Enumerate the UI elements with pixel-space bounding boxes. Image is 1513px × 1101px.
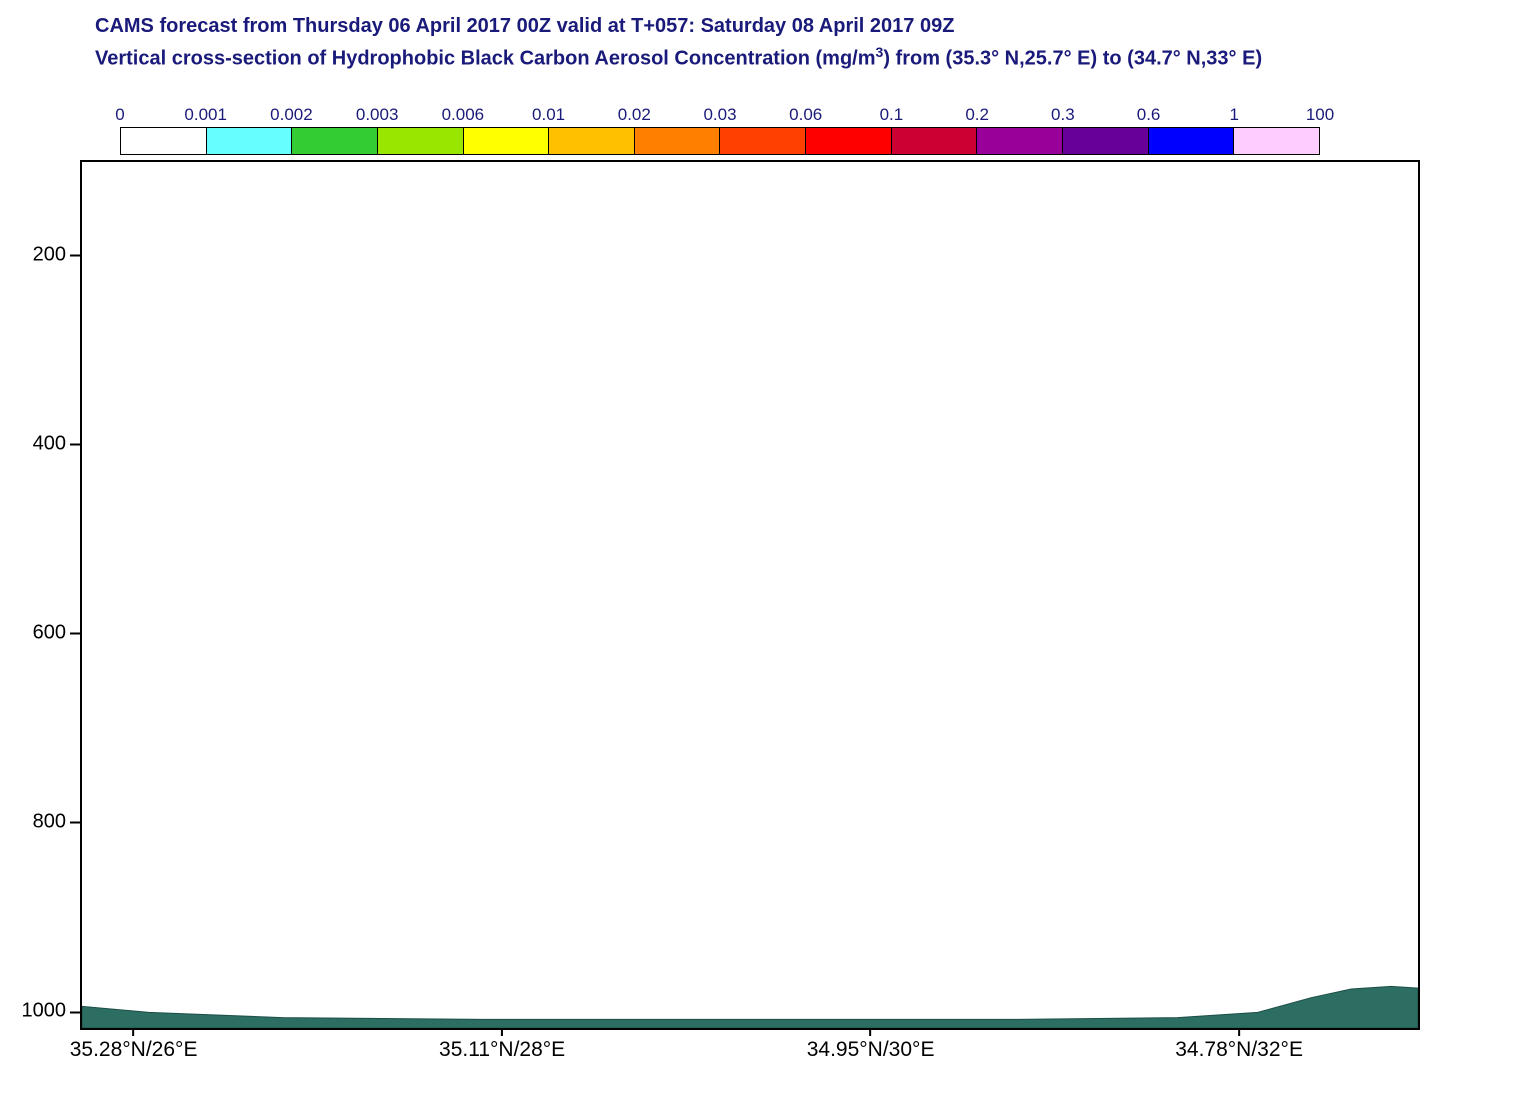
plot-area — [80, 160, 1420, 1030]
colorbar-tick-label: 0.6 — [1137, 105, 1161, 125]
colorbar-tick-label: 0.3 — [1051, 105, 1075, 125]
colorbar-tick-label: 0.06 — [789, 105, 822, 125]
x-tick: 35.11°N/28°E — [439, 1038, 565, 1062]
x-tick: 34.95°N/30°E — [807, 1038, 935, 1062]
chart-container: CAMS forecast from Thursday 06 April 201… — [0, 0, 1513, 1101]
y-tick: 800 — [33, 810, 66, 833]
colorbar-swatch — [121, 128, 207, 154]
colorbar-swatches — [120, 127, 1320, 155]
title-line-1: CAMS forecast from Thursday 06 April 201… — [95, 15, 1262, 38]
colorbar-swatch — [892, 128, 978, 154]
colorbar-tick-label: 0.003 — [356, 105, 399, 125]
colorbar-swatch — [720, 128, 806, 154]
colorbar-tick-label: 0.002 — [270, 105, 313, 125]
x-tick: 34.78°N/32°E — [1175, 1038, 1303, 1062]
colorbar-tick-label: 0.001 — [184, 105, 227, 125]
y-tick: 1000 — [22, 1000, 67, 1023]
chart-title: CAMS forecast from Thursday 06 April 201… — [95, 15, 1262, 71]
colorbar-swatch — [1149, 128, 1235, 154]
colorbar-tick-label: 0.006 — [442, 105, 485, 125]
y-axis-ticks: 200 400 600 800 1000 — [0, 160, 80, 1030]
colorbar-swatch — [977, 128, 1063, 154]
colorbar-tick-label: 0.03 — [703, 105, 736, 125]
colorbar-swatch — [1234, 128, 1319, 154]
y-tick: 600 — [33, 621, 66, 644]
colorbar-tick-label: 0.1 — [880, 105, 904, 125]
colorbar-labels: 00.0010.0020.0030.0060.010.020.030.060.1… — [120, 105, 1320, 127]
colorbar-tick-label: 100 — [1306, 105, 1334, 125]
colorbar-tick-label: 0.02 — [618, 105, 651, 125]
colorbar-swatch — [378, 128, 464, 154]
colorbar-tick-label: 1 — [1230, 105, 1239, 125]
colorbar-swatch — [292, 128, 378, 154]
colorbar-swatch — [1063, 128, 1149, 154]
colorbar: 00.0010.0020.0030.0060.010.020.030.060.1… — [120, 105, 1320, 155]
colorbar-swatch — [635, 128, 721, 154]
terrain-fill — [82, 162, 1418, 1028]
colorbar-tick-label: 0.01 — [532, 105, 565, 125]
x-axis-ticks: 35.28°N/26°E35.11°N/28°E34.95°N/30°E34.7… — [80, 1030, 1420, 1070]
colorbar-tick-label: 0 — [115, 105, 124, 125]
colorbar-swatch — [549, 128, 635, 154]
y-tick: 400 — [33, 432, 66, 455]
colorbar-swatch — [806, 128, 892, 154]
y-tick: 200 — [33, 243, 66, 266]
colorbar-swatch — [464, 128, 550, 154]
x-tick: 35.28°N/26°E — [70, 1038, 198, 1062]
title-line-2: Vertical cross-section of Hydrophobic Bl… — [95, 44, 1262, 71]
colorbar-tick-label: 0.2 — [965, 105, 989, 125]
colorbar-swatch — [207, 128, 293, 154]
